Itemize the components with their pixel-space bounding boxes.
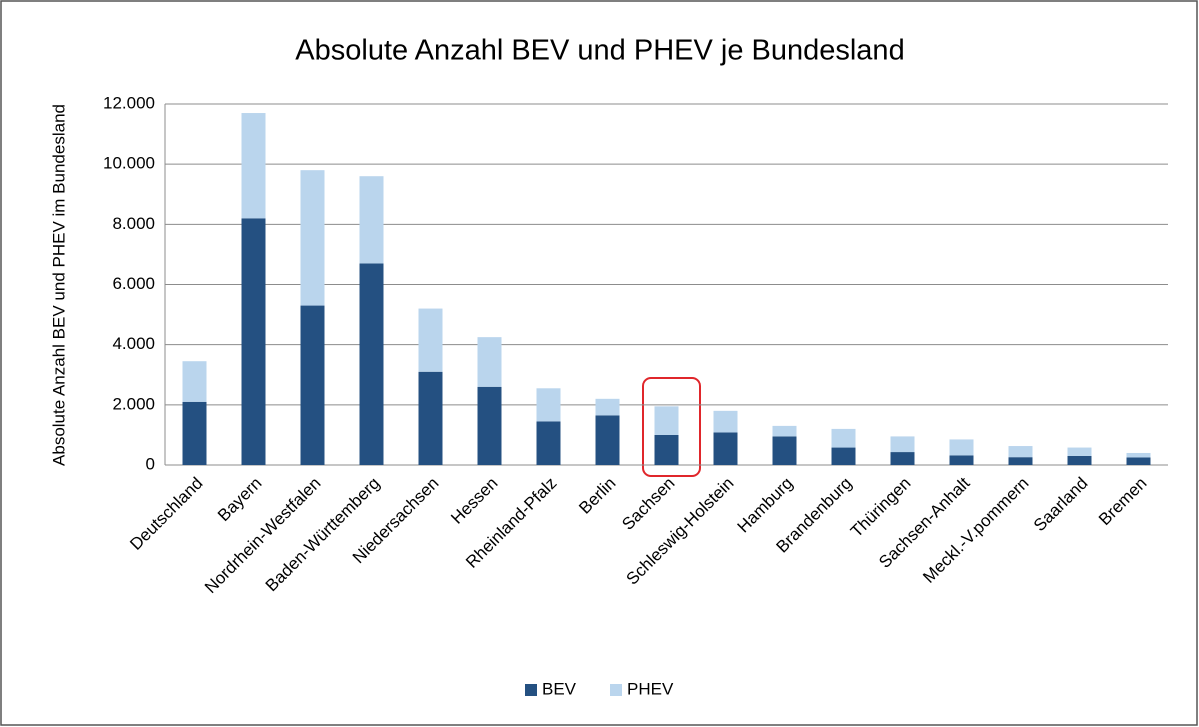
bar-segment	[359, 176, 384, 264]
y-tick-label: 8.000	[112, 214, 155, 233]
legend-swatch	[525, 684, 537, 696]
legend-swatch	[610, 684, 622, 696]
legend-label: BEV	[542, 679, 577, 698]
bar-segment	[1008, 446, 1033, 458]
bar-segment	[595, 398, 620, 416]
y-tick-label: 4.000	[112, 334, 155, 353]
bar-segment	[1008, 457, 1033, 465]
bar-segment	[654, 434, 679, 465]
bar-segment	[536, 388, 561, 422]
bar-segment	[477, 337, 502, 387]
bar-segment	[890, 452, 915, 465]
bar-segment	[536, 421, 561, 465]
bar-segment	[713, 432, 738, 465]
bar-segment	[831, 447, 856, 465]
y-tick-label: 10.000	[103, 154, 155, 173]
highlight-box	[642, 377, 701, 477]
bar-segment	[359, 263, 384, 465]
bar-segment	[1126, 452, 1151, 458]
bar-segment	[890, 436, 915, 453]
y-tick-label: 0	[146, 454, 155, 473]
bar-segment	[772, 436, 797, 465]
y-axis-title: Absolute Anzahl BEV und PHEV im Bundesla…	[49, 104, 68, 466]
bar-segment	[772, 425, 797, 437]
bar-segment	[831, 428, 856, 448]
bar-segment	[949, 439, 974, 456]
bar-segment	[595, 415, 620, 465]
bar-segment	[182, 361, 207, 402]
bar-segment	[713, 410, 738, 433]
bar-segment	[1067, 447, 1092, 456]
bar-segment	[1067, 455, 1092, 465]
bar-segment	[182, 401, 207, 465]
bar-segment	[654, 406, 679, 435]
y-tick-label: 6.000	[112, 274, 155, 293]
bar-segment	[300, 305, 325, 465]
y-tick-label: 2.000	[112, 394, 155, 413]
bar-segment	[300, 170, 325, 306]
bar-segment	[418, 308, 443, 372]
bar-segment	[1126, 457, 1151, 465]
bar-segment	[241, 218, 266, 465]
bar-segment	[418, 371, 443, 465]
bar-segment	[477, 386, 502, 465]
chart-title: Absolute Anzahl BEV und PHEV je Bundesla…	[295, 35, 904, 67]
bar-segment	[949, 455, 974, 465]
bar-segment	[241, 113, 266, 219]
legend-label: PHEV	[627, 679, 674, 698]
y-tick-label: 12.000	[103, 93, 155, 112]
